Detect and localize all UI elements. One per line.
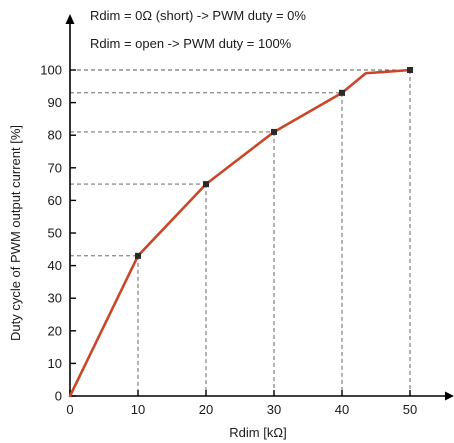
x-tick-label: 40 [335,402,349,417]
annotation-open: Rdim = open -> PWM duty = 100% [90,36,292,51]
y-axis-arrow [65,14,75,24]
tick-labels: 0 10 20 30 40 50 0 10 20 30 40 50 60 70 80 90 100 [40,63,417,418]
data-markers [135,67,413,259]
axes [65,14,454,401]
y-tick-label: 30 [48,291,62,306]
y-tick-label: 0 [55,389,62,404]
y-tick-label: 80 [48,128,62,143]
x-tick-label: 0 [66,402,73,417]
y-tick-label: 70 [48,160,62,175]
data-point [339,89,345,96]
dashed-guides [70,69,411,396]
x-tick-label: 30 [267,402,281,417]
data-point [135,252,141,259]
x-axis-arrow [445,391,454,401]
series-line [68,68,412,398]
y-tick-label: 60 [48,193,62,208]
x-tick-label: 10 [131,402,145,417]
y-tick-label: 40 [48,258,62,273]
series [68,68,412,398]
x-tick-label: 20 [199,402,213,417]
y-tick-label: 90 [48,95,62,110]
y-axis-label: Duty cycle of PWM output current [%] [8,125,23,341]
x-axis-label: Rdim [kΩ] [229,425,286,440]
y-tick-label: 20 [48,323,62,338]
annotation-short: Rdim = 0Ω (short) -> PWM duty = 0% [90,8,306,23]
y-tick-label: 50 [48,226,62,241]
data-point [203,181,209,188]
data-point [271,128,277,135]
y-tick-label: 100 [40,63,62,78]
data-point [407,67,413,73]
y-tick-label: 10 [48,356,62,371]
tick-marks [69,69,411,397]
x-tick-label: 50 [403,402,417,417]
